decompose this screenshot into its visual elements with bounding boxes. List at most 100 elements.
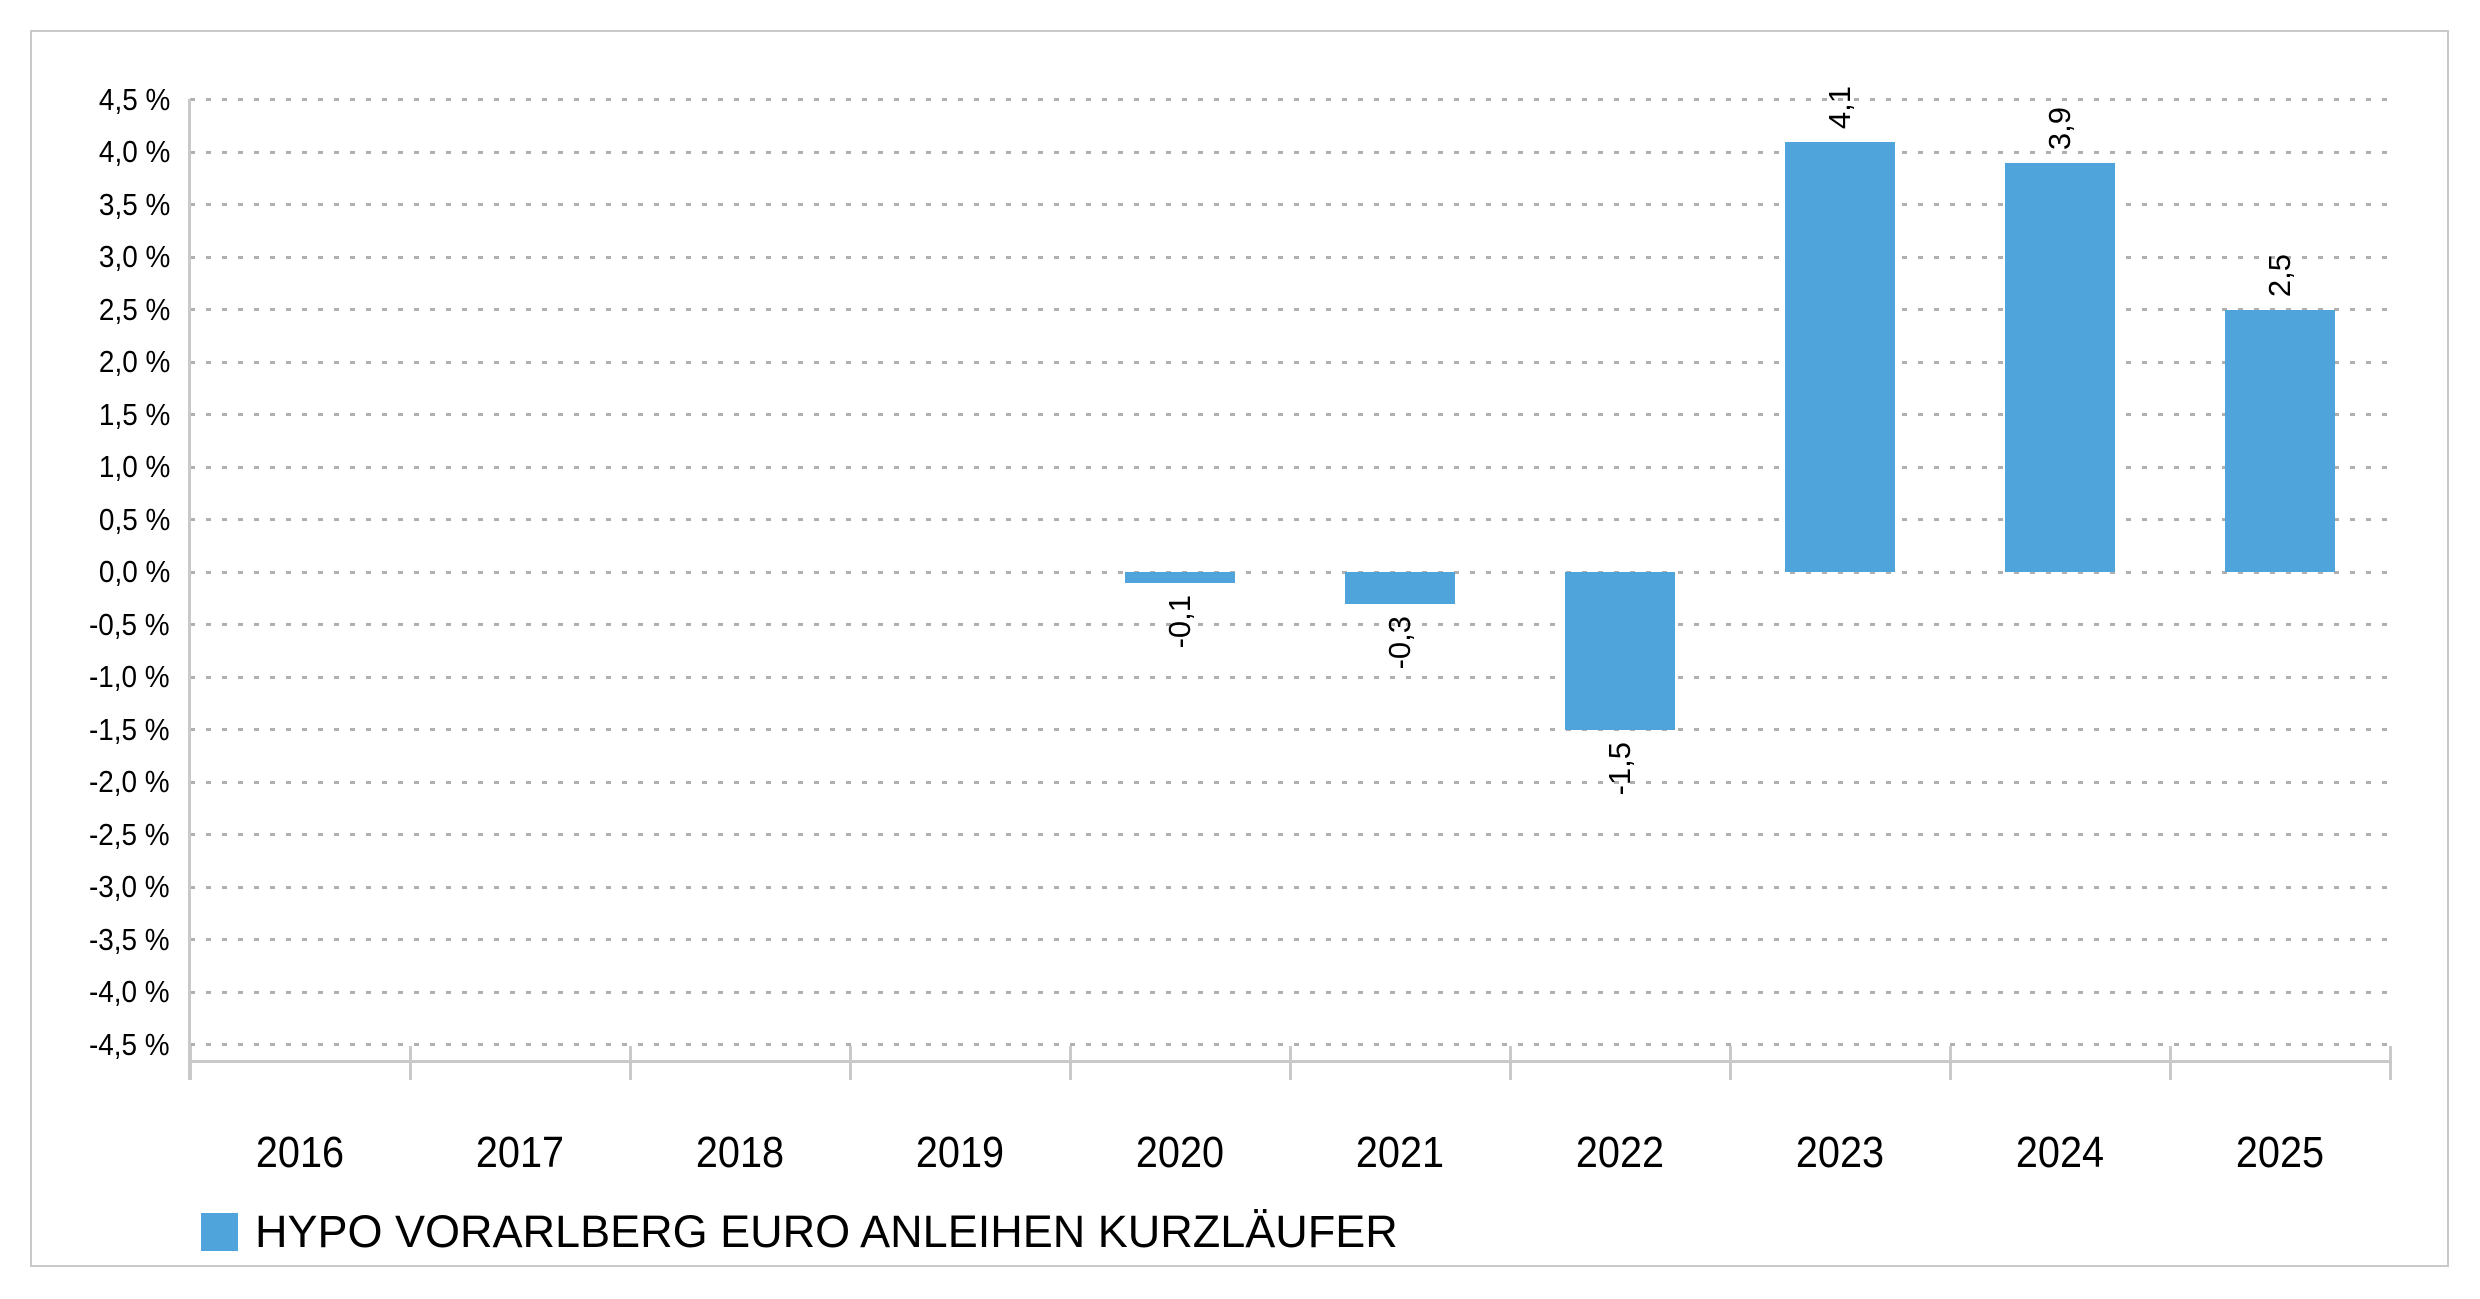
- bar-value-label: 2,5: [2262, 254, 2297, 298]
- y-axis-label-text: 4,5 %: [98, 81, 170, 117]
- y-axis-label-text: 2,0 %: [98, 344, 170, 379]
- x-axis-label: 2024: [1950, 1128, 2170, 1178]
- y-axis-label: -2,5 %: [20, 817, 170, 853]
- gridline: [190, 360, 2390, 364]
- bar: [1565, 572, 1675, 730]
- x-axis-label-text: 2024: [2015, 1128, 2105, 1177]
- gridline: [190, 465, 2390, 469]
- gridline: [190, 150, 2390, 154]
- y-axis-label-text: 2,5 %: [98, 291, 170, 327]
- x-axis-label: 2019: [850, 1128, 1070, 1178]
- x-axis-label-text: 2025: [2235, 1128, 2325, 1177]
- gridline: [190, 98, 2390, 101]
- bar: [2005, 162, 2115, 572]
- y-axis-label: 0,5 %: [20, 502, 170, 538]
- y-axis-label: 2,0 %: [20, 344, 170, 380]
- gridline: [190, 255, 2390, 259]
- bar-value-label: -1,5: [1602, 741, 1637, 795]
- x-axis-tick: [1068, 1046, 1072, 1080]
- gridline: [190, 570, 2390, 574]
- y-axis-label: 1,0 %: [20, 449, 170, 485]
- x-axis-tick: [188, 1046, 192, 1080]
- y-axis-label-text: 3,0 %: [98, 239, 170, 274]
- x-axis-tick: [1728, 1046, 1732, 1080]
- y-axis-label-text: -2,5 %: [89, 816, 170, 852]
- x-axis-label: 2025: [2170, 1128, 2390, 1178]
- y-axis-label-text: -4,0 %: [89, 974, 170, 1009]
- bar: [1345, 572, 1455, 604]
- y-axis-label-text: 4,0 %: [98, 134, 170, 169]
- y-axis-label: -0,5 %: [20, 607, 170, 643]
- gridline: [190, 780, 2390, 784]
- x-axis-tick: [2388, 1046, 2392, 1080]
- x-axis-label-text: 2019: [915, 1128, 1005, 1177]
- y-axis-label-text: -0,5 %: [89, 606, 170, 642]
- y-axis-label-text: 0,0 %: [98, 554, 170, 589]
- x-axis-label-text: 2023: [1795, 1128, 1885, 1177]
- y-axis-label-text: -2,0 %: [89, 764, 170, 799]
- gridline: [190, 675, 2390, 679]
- x-axis-tick: [848, 1046, 852, 1080]
- y-axis-label-text: 3,5 %: [98, 186, 170, 222]
- x-axis-tick: [1948, 1046, 1952, 1080]
- gridline: [190, 203, 2390, 206]
- y-axis-label: -4,5 %: [20, 1027, 170, 1063]
- gridline: [190, 518, 2390, 521]
- x-axis-label: 2020: [1070, 1128, 1290, 1178]
- gridline: [190, 1043, 2390, 1046]
- bar: [1785, 141, 1895, 572]
- y-axis-label: -4,0 %: [20, 974, 170, 1010]
- bar-value-label: -0,1: [1162, 594, 1197, 648]
- y-axis-label: -2,0 %: [20, 764, 170, 800]
- x-axis-label: 2021: [1290, 1128, 1510, 1178]
- y-axis-label-text: 1,0 %: [98, 449, 170, 484]
- y-axis-line: [188, 99, 191, 1080]
- x-axis-label-text: 2016: [255, 1128, 345, 1177]
- y-axis-label: 0,0 %: [20, 554, 170, 590]
- y-axis-label: 2,5 %: [20, 292, 170, 328]
- x-axis-label-text: 2018: [695, 1128, 785, 1177]
- gridline: [190, 990, 2390, 994]
- x-axis-tick: [1288, 1046, 1292, 1080]
- gridline: [190, 885, 2390, 889]
- x-axis-label: 2023: [1730, 1128, 1950, 1178]
- y-axis-label: 4,0 %: [20, 134, 170, 170]
- gridline: [190, 833, 2390, 836]
- x-axis-label-text: 2022: [1575, 1128, 1665, 1177]
- x-axis-label: 2016: [190, 1128, 410, 1178]
- y-axis-label-text: -1,0 %: [89, 659, 170, 694]
- y-axis-label-text: -1,5 %: [89, 711, 170, 747]
- x-axis-label: 2017: [410, 1128, 630, 1178]
- y-axis-label-text: -4,5 %: [89, 1026, 170, 1062]
- y-axis-label-text: -3,0 %: [89, 869, 170, 904]
- bar-value-label: 3,9: [2042, 107, 2077, 151]
- x-axis-label-text: 2017: [475, 1128, 565, 1177]
- y-axis-label: 3,0 %: [20, 239, 170, 275]
- bar-value-label: 4,1: [1822, 86, 1857, 130]
- y-axis-label: -3,5 %: [20, 922, 170, 958]
- x-axis-tick: [628, 1046, 632, 1080]
- y-axis-label: 1,5 %: [20, 397, 170, 433]
- y-axis-label-text: -3,5 %: [89, 921, 170, 957]
- bar-value-label: -0,3: [1382, 615, 1417, 669]
- x-axis-label: 2022: [1510, 1128, 1730, 1178]
- x-axis-tick: [1508, 1046, 1512, 1080]
- bar: [1125, 572, 1235, 583]
- x-axis-label-text: 2020: [1135, 1128, 1225, 1177]
- gridline: [190, 623, 2390, 626]
- gridline: [190, 308, 2390, 311]
- y-axis-label: -3,0 %: [20, 869, 170, 905]
- gridline: [190, 728, 2390, 731]
- y-axis-label: 4,5 %: [20, 82, 170, 118]
- x-axis-label-text: 2021: [1355, 1128, 1445, 1177]
- x-axis-label: 2018: [630, 1128, 850, 1178]
- x-axis-tick: [2168, 1046, 2172, 1080]
- bar: [2225, 309, 2335, 572]
- y-axis-label: -1,0 %: [20, 659, 170, 695]
- y-axis-label: -1,5 %: [20, 712, 170, 748]
- gridline: [190, 413, 2390, 416]
- x-axis-tick: [408, 1046, 412, 1080]
- gridline: [190, 938, 2390, 941]
- y-axis-label-text: 0,5 %: [98, 501, 170, 537]
